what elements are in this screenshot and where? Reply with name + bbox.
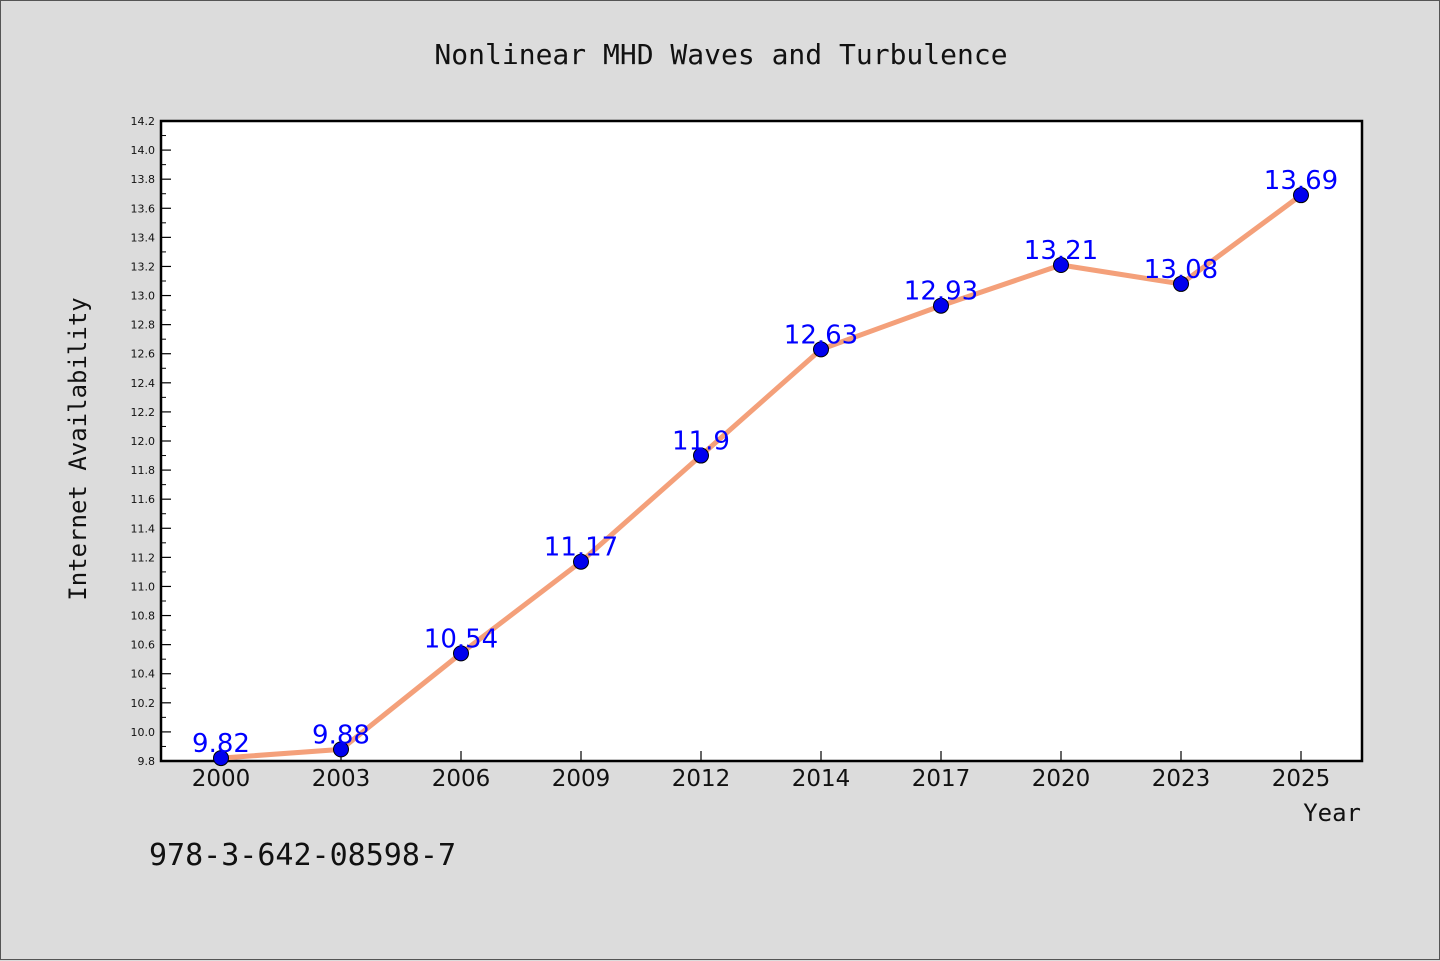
data-label: 12.93	[904, 277, 978, 307]
y-tick-label: 10.0	[131, 726, 156, 739]
y-tick-label: 10.4	[131, 668, 156, 681]
data-point	[333, 741, 349, 758]
plot-area	[159, 119, 1364, 763]
y-tick-label: 11.4	[131, 522, 156, 535]
data-point	[1053, 257, 1069, 273]
y-tick-label: 13.0	[131, 290, 156, 303]
x-tick-label: 2006	[432, 766, 491, 792]
y-tick-label: 11.6	[131, 493, 156, 506]
chart-title: Nonlinear MHD Waves and Turbulence	[434, 38, 1007, 71]
data-label: 11.9	[672, 427, 730, 457]
data-point	[933, 297, 949, 314]
y-tick-label: 14.2	[131, 115, 156, 128]
y-tick-label: 11.2	[131, 551, 156, 564]
y-tick-label: 13.2	[131, 260, 156, 273]
x-tick-label: 2017	[912, 766, 971, 792]
y-tick-label: 9.8	[138, 755, 156, 768]
x-axis-label: Year	[1303, 799, 1361, 827]
y-tick-label: 13.8	[131, 173, 156, 186]
x-tick-label: 2025	[1272, 766, 1331, 792]
y-tick-label: 11.0	[131, 580, 156, 593]
data-point	[813, 341, 829, 358]
data-label: 12.63	[784, 320, 858, 350]
y-tick-label: 12.0	[131, 435, 156, 448]
y-tick-label: 10.8	[131, 610, 156, 623]
y-tick-label: 12.8	[131, 319, 156, 332]
x-tick-label: 2020	[1032, 766, 1091, 792]
y-tick-label: 13.4	[131, 231, 156, 244]
y-tick-label: 10.6	[131, 639, 156, 652]
data-label: 11.17	[544, 533, 618, 563]
data-label: 13.08	[1144, 255, 1218, 285]
x-axis: 2000 2003 2006 2009 2012 2014 2017 2020 2023 2025	[192, 751, 1331, 792]
data-label: 13.69	[1264, 166, 1338, 196]
y-tick-label: 14.0	[131, 144, 156, 157]
x-tick-label: 2003	[312, 766, 371, 792]
data-label: 10.54	[424, 624, 498, 654]
y-tick-label: 12.6	[131, 348, 156, 361]
y-tick-label: 11.8	[131, 464, 156, 477]
data-label: 9.88	[312, 720, 370, 750]
y-tick-label: 10.2	[131, 697, 156, 710]
y-tick-label: 12.2	[131, 406, 156, 419]
data-label: 13.21	[1024, 236, 1098, 266]
data-point	[453, 645, 469, 662]
data-point	[693, 447, 709, 464]
isbn-footer: 978-3-642-08598-7	[149, 838, 456, 873]
data-point	[1173, 275, 1189, 292]
y-axis-label: Internet Availability	[64, 297, 92, 600]
x-tick-label: 2014	[792, 766, 851, 792]
x-tick-label: 2009	[552, 766, 611, 792]
series-line	[218, 192, 1304, 761]
x-tick-label: 2012	[672, 766, 731, 792]
x-tick-label: 2023	[1152, 766, 1211, 792]
data-point	[213, 750, 229, 767]
y-axis: 9.8 10.0 10.2 10.4 10.6 10.8 11.0 11.2 11.4 11.6 1…	[131, 115, 171, 768]
series-group: 9.82 9.88 10.54 11.17 11.9 12.63 12.93 13.21 13.…	[192, 166, 1338, 767]
y-tick-label: 12.4	[131, 377, 156, 390]
x-tick-label: 2000	[192, 766, 251, 792]
data-label: 9.82	[192, 729, 250, 759]
data-point	[573, 553, 589, 570]
y-tick-label: 13.6	[131, 202, 156, 215]
data-point	[1293, 187, 1309, 204]
